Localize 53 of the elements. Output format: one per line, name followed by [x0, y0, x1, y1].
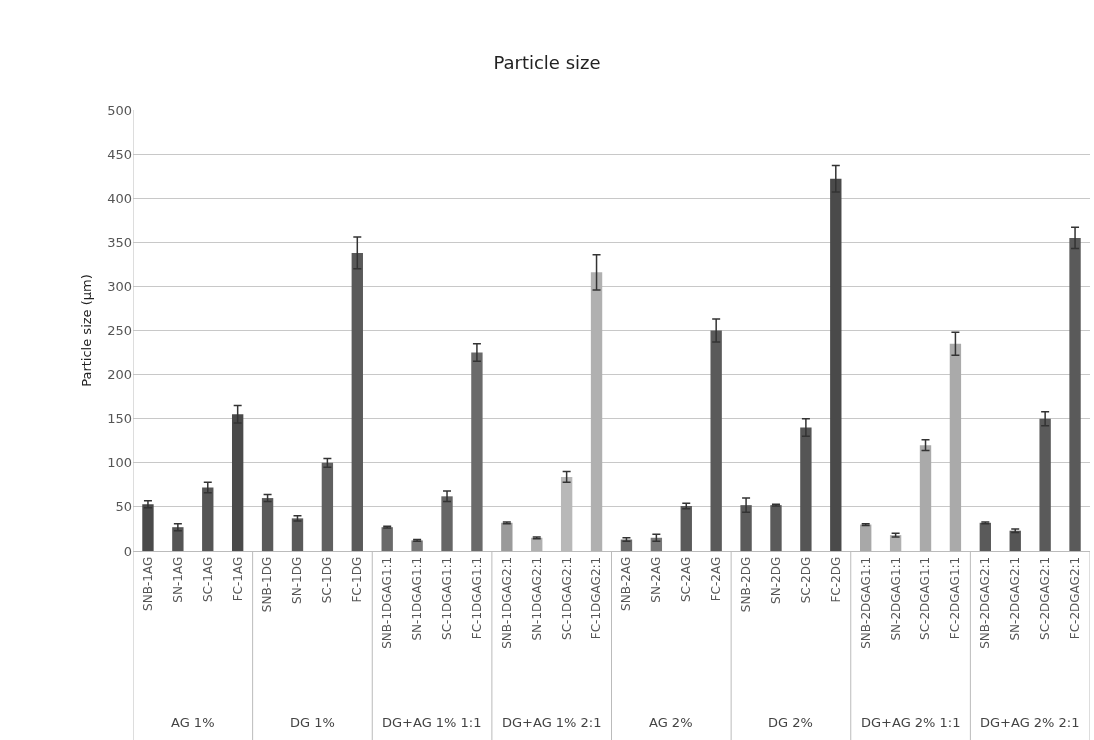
text: AG 2%: [649, 715, 693, 730]
x-tick-label: SNB-1DG: [260, 556, 275, 613]
x-tick-label: SC-1DG: [320, 556, 335, 604]
x-tick-label: SN-2DGAG2:1: [1008, 556, 1023, 641]
x-tick-label: SN-1DGAG1:1: [410, 556, 425, 641]
x-tick-label: SN-1DGAG2:1: [529, 556, 544, 641]
x-tick-label: SN-2AG: [649, 556, 664, 603]
x-tick-label: SNB-2AG: [619, 556, 634, 611]
x-tick-label: FC-2DGAG1:1: [948, 556, 963, 640]
x-tick-label: FC-1AG: [230, 556, 245, 602]
text: DG 1%: [290, 715, 335, 730]
x-tick-label: SC-2DGAG1:1: [918, 556, 933, 640]
y-tick-label: 250: [107, 323, 132, 339]
x-tick-label: SC-2DG: [798, 556, 813, 604]
x-tick-label: SNB-1AG: [140, 556, 155, 611]
text: DG+AG 2% 1:1: [861, 715, 961, 730]
x-tick-label: SN-1DG: [290, 556, 305, 604]
x-tick-label: SNB-2DGAG1:1: [858, 556, 873, 649]
y-tick-label: 0: [123, 543, 132, 559]
y-tick-label: 300: [107, 278, 132, 294]
y-tick-label: 450: [107, 146, 132, 162]
x-tick-label: FC-1DGAG2:1: [589, 556, 604, 640]
y-tick-label: 500: [107, 102, 132, 118]
x-tick-label: FC-1DG: [350, 556, 365, 603]
x-tick-label: FC-2DGAG2:1: [1067, 556, 1082, 640]
x-tick-label: SC-1AG: [200, 556, 215, 603]
text: DG+AG 2% 2:1: [980, 715, 1080, 730]
x-tick-label: SC-1DGAG2:1: [559, 556, 574, 640]
text: DG+AG 1% 1:1: [382, 715, 482, 730]
y-tick-label: 350: [107, 234, 132, 250]
x-tick-label: SC-2AG: [679, 556, 694, 603]
x-tick-label: SNB-2DGAG2:1: [978, 556, 993, 649]
x-tick-label: FC-1DGAG1:1: [469, 556, 484, 640]
x-tick-label: SNB-1DGAG1:1: [380, 556, 395, 649]
y-axis-title: Particle size (μm): [79, 274, 95, 387]
text: DG+AG 1% 2:1: [502, 715, 602, 730]
text: AG 1%: [171, 715, 215, 730]
x-tick-label: FC-2AG: [709, 556, 724, 602]
x-tick-label: SN-2DG: [768, 556, 783, 604]
text: DG 2%: [768, 715, 813, 730]
x-tick-label: SC-2DGAG2:1: [1038, 556, 1053, 640]
y-tick-label: 150: [107, 411, 132, 427]
y-tick-label: 200: [107, 367, 132, 383]
x-tick-label: SN-2DGAG1:1: [888, 556, 903, 641]
x-tick-label: SNB-1DGAG2:1: [499, 556, 514, 649]
x-tick-label: FC-2DG: [828, 556, 843, 603]
x-tick-label: SNB-2DG: [738, 556, 753, 613]
chart-title: Particle size: [493, 52, 601, 74]
y-tick-label: 100: [107, 455, 132, 471]
y-tick-label: 400: [107, 190, 132, 206]
x-tick-label: SC-1DGAG1:1: [439, 556, 454, 640]
y-tick-label: 50: [115, 499, 132, 515]
x-tick-label: SN-1AG: [170, 556, 185, 603]
